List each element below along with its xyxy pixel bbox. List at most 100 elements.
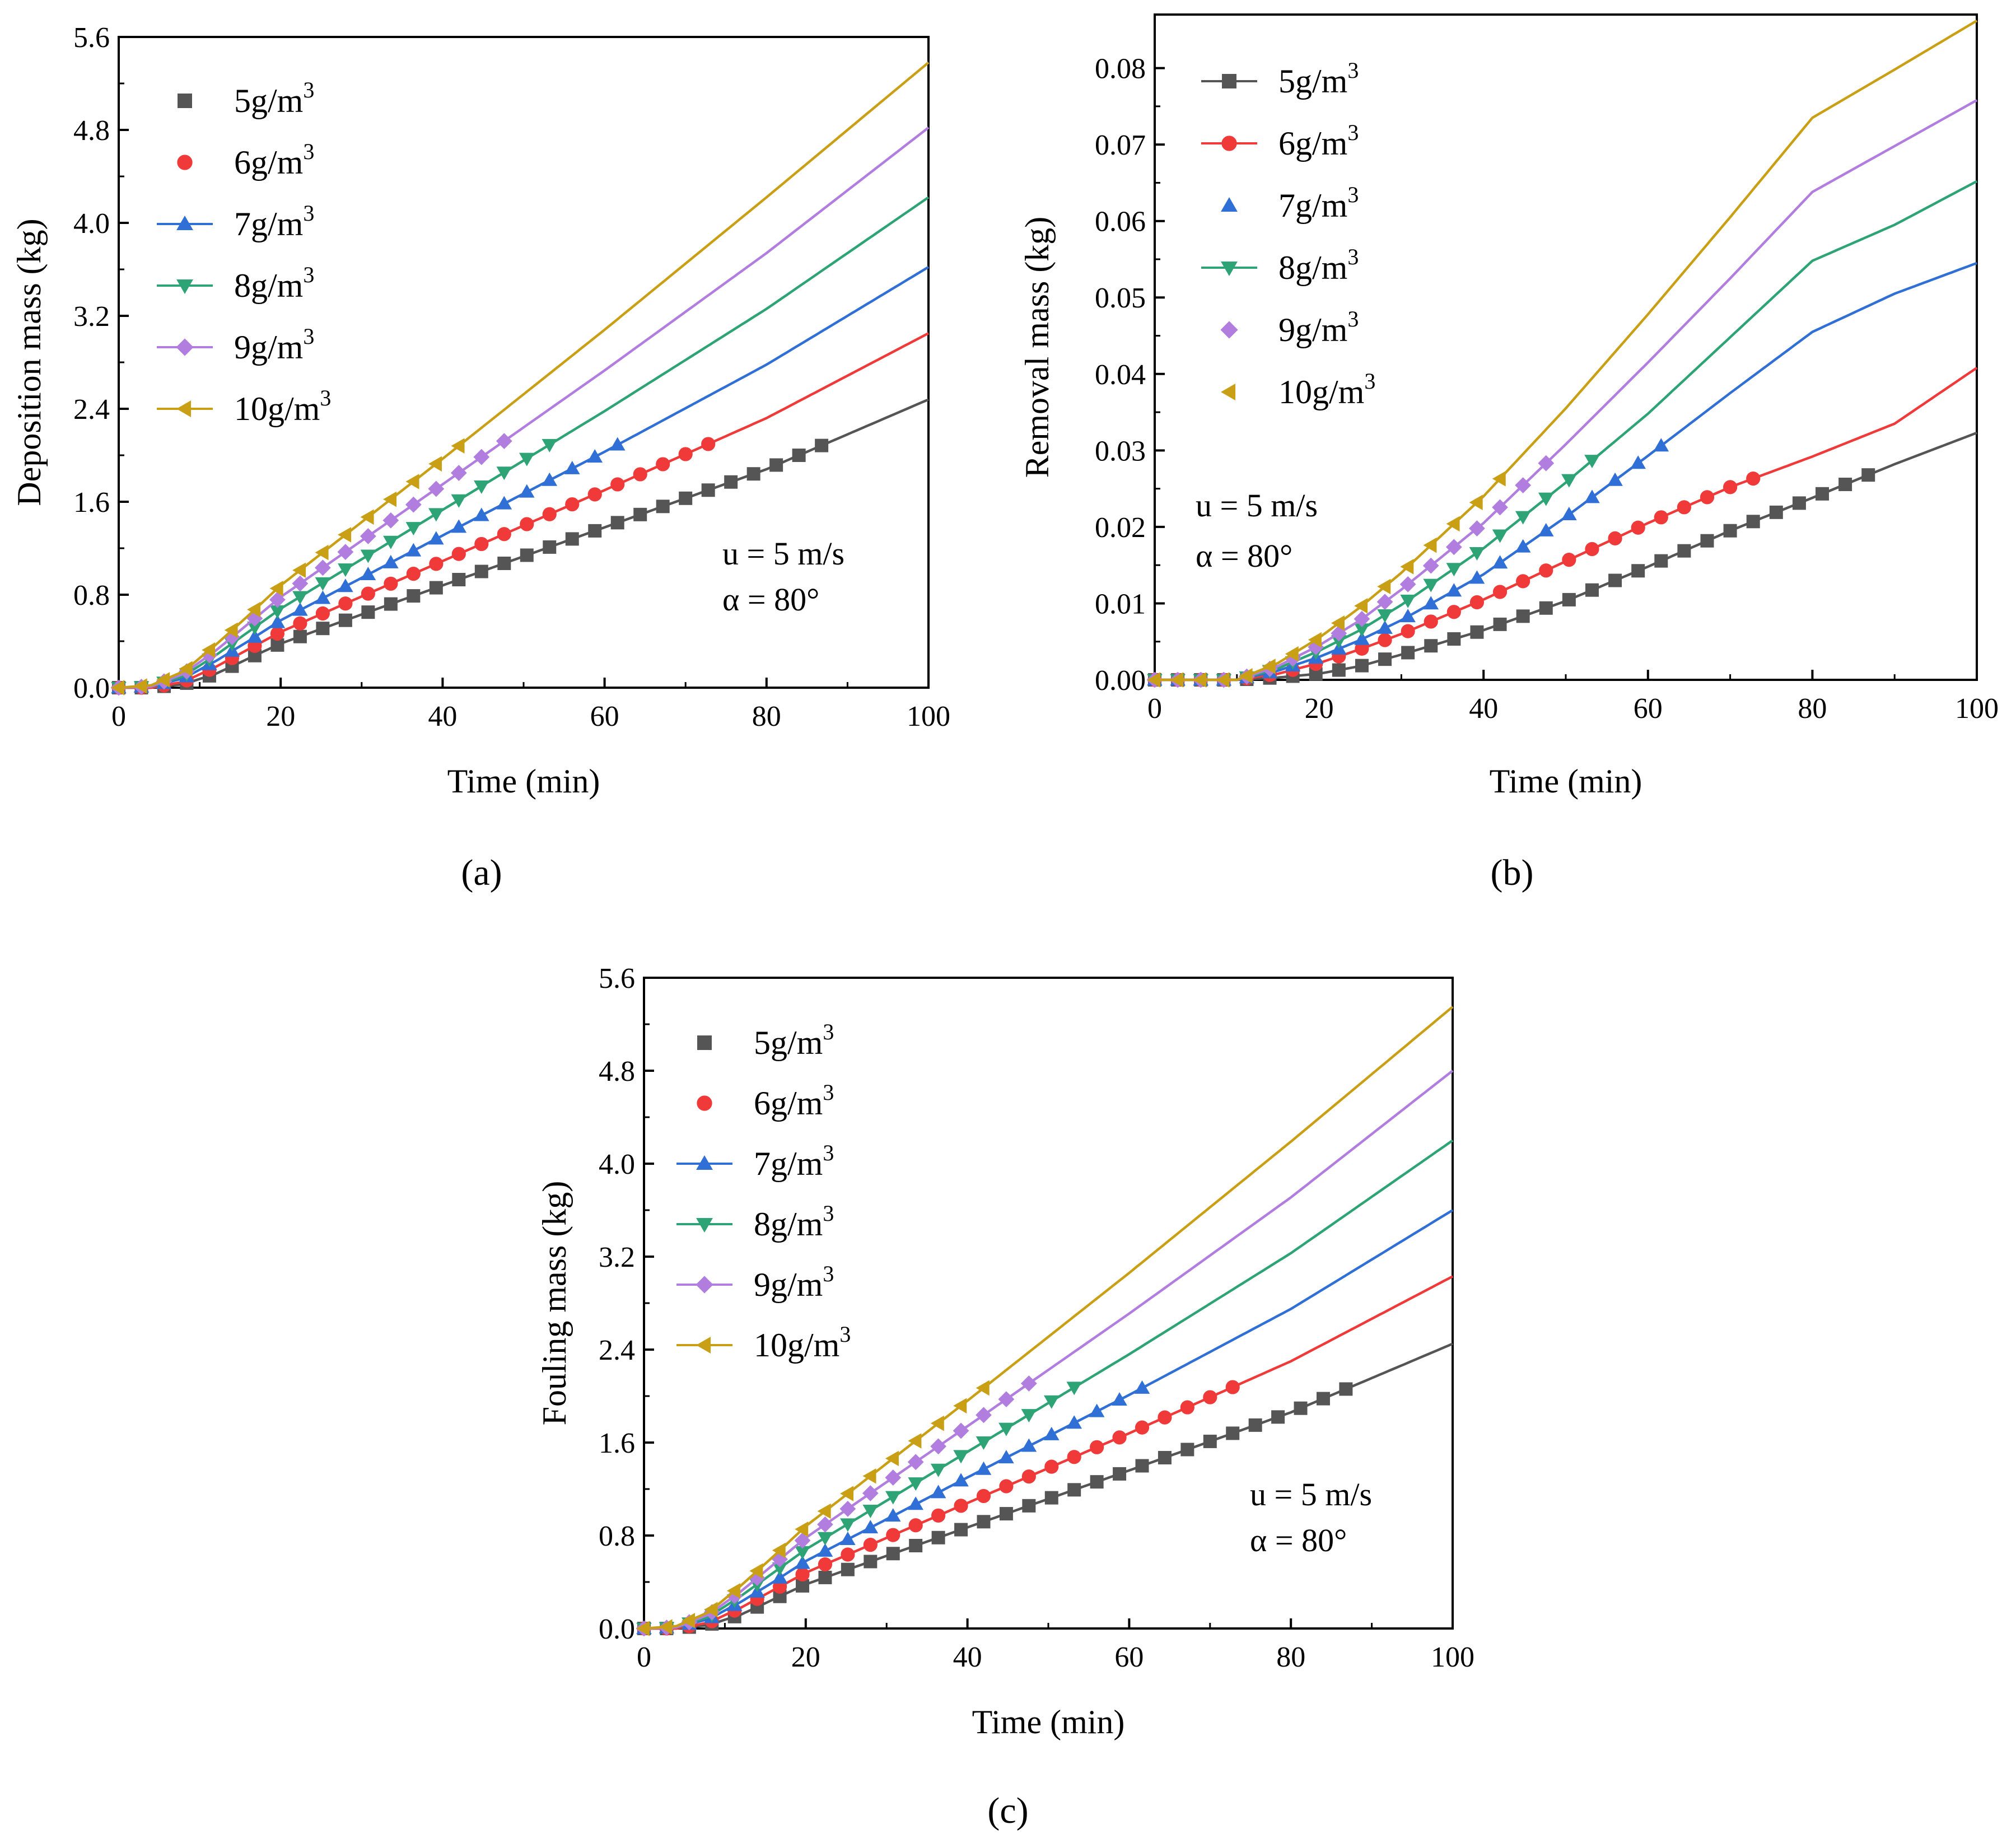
data-point xyxy=(1180,1400,1194,1415)
data-point xyxy=(520,517,534,531)
data-point xyxy=(1170,672,1184,688)
data-point xyxy=(405,496,422,513)
data-point xyxy=(428,531,444,545)
data-point xyxy=(315,590,331,604)
data-point xyxy=(179,661,193,676)
data-point xyxy=(795,1546,810,1560)
legend-label: 6g/m3 xyxy=(754,1080,834,1122)
data-point xyxy=(337,544,354,561)
data-point xyxy=(840,1518,856,1532)
data-point xyxy=(636,1621,650,1636)
data-point xyxy=(1089,1403,1105,1417)
data-point xyxy=(270,626,285,641)
y-tick-label: 0.00 xyxy=(1095,665,1146,697)
data-point xyxy=(451,547,466,561)
legend-marker xyxy=(177,155,193,170)
data-point xyxy=(247,601,261,618)
data-point xyxy=(292,575,309,592)
x-tick-label: 60 xyxy=(1114,1641,1144,1673)
legend-label: 9g/m3 xyxy=(1278,306,1359,348)
data-point xyxy=(609,437,626,451)
data-point xyxy=(1355,659,1369,673)
data-point xyxy=(1515,539,1531,553)
data-point xyxy=(360,549,376,563)
x-tick-label: 60 xyxy=(590,701,619,732)
x-tick-label: 100 xyxy=(1955,693,1999,725)
y-tick-label: 4.8 xyxy=(599,1056,635,1088)
data-point xyxy=(1515,477,1532,493)
data-point xyxy=(886,1547,900,1561)
y-tick-label: 0.05 xyxy=(1095,282,1146,314)
legend: 5g/m3 6g/m3 7g/m3 8g/m3 9g/m3 10g/m3 xyxy=(157,77,331,427)
x-tick-label: 20 xyxy=(266,701,295,732)
data-point xyxy=(679,491,693,505)
axis-ticks: 0 20 40 60 80 100 0.00 0.01 0.02 0.03 0.04 0.05 0.06… xyxy=(1095,53,1999,725)
data-point xyxy=(383,491,397,507)
data-point xyxy=(1225,1380,1240,1394)
axis-ticks: 0 20 40 60 80 100 0.0 0.8 1.6 2.4 3.2 4.0 4.8 5.6 xyxy=(599,963,1474,1673)
data-point xyxy=(998,1391,1015,1408)
data-point xyxy=(1022,1499,1036,1513)
data-point xyxy=(360,509,374,525)
data-point xyxy=(1653,438,1669,452)
data-point xyxy=(908,1496,923,1510)
x-tick-label: 100 xyxy=(1431,1641,1474,1673)
legend-label: 5g/m3 xyxy=(234,77,314,119)
data-point xyxy=(724,475,738,489)
x-tick-label: 0 xyxy=(637,1641,651,1673)
data-point xyxy=(1158,1450,1172,1464)
data-point xyxy=(405,522,422,536)
data-point xyxy=(1294,1401,1308,1415)
data-point xyxy=(1066,1382,1082,1396)
x-tick-label: 80 xyxy=(752,701,781,732)
legend-marker xyxy=(176,279,193,294)
data-point xyxy=(406,567,421,581)
data-point xyxy=(704,1602,718,1617)
data-point xyxy=(772,1562,788,1576)
panel-caption: (b) xyxy=(1491,852,1534,893)
data-point xyxy=(1180,1443,1194,1457)
y-tick-label: 0.8 xyxy=(73,580,110,612)
data-point xyxy=(315,544,329,561)
x-tick-label: 60 xyxy=(1634,693,1663,725)
data-point xyxy=(247,621,263,635)
series-8g-per-m3 xyxy=(1147,180,1978,688)
data-point xyxy=(841,1562,855,1576)
data-point xyxy=(519,484,535,498)
data-point xyxy=(474,507,489,521)
data-point xyxy=(1538,492,1554,506)
data-point xyxy=(1516,574,1530,589)
data-point xyxy=(314,559,331,576)
series-5g-per-m3 xyxy=(637,1342,1453,1635)
data-point xyxy=(1492,499,1508,516)
series-curves xyxy=(636,1006,1454,1637)
y-tick-label: 2.4 xyxy=(73,394,110,426)
data-point xyxy=(1723,524,1737,538)
data-point xyxy=(224,629,240,646)
series-line xyxy=(1155,367,1978,682)
data-point xyxy=(1469,520,1485,536)
data-point xyxy=(908,1477,923,1491)
data-point xyxy=(1021,1469,1036,1484)
data-point xyxy=(497,527,511,542)
data-point xyxy=(111,680,125,696)
data-point xyxy=(795,1555,810,1569)
data-point xyxy=(1469,570,1485,584)
data-point xyxy=(1422,557,1439,574)
legend-entry: 9g/m3 xyxy=(157,324,314,366)
legend-marker xyxy=(696,1276,713,1294)
data-point xyxy=(656,500,670,514)
legend-label: 8g/m3 xyxy=(754,1201,834,1243)
data-point xyxy=(840,1532,856,1546)
angle-annotation: α = 80° xyxy=(1196,538,1292,574)
data-point xyxy=(817,1532,833,1546)
x-tick-label: 0 xyxy=(111,701,126,732)
data-point xyxy=(977,1515,991,1529)
data-point xyxy=(1203,1390,1217,1404)
legend-label: 8g/m3 xyxy=(234,262,314,304)
data-point xyxy=(1584,489,1600,503)
legend-entry: 9g/m3 xyxy=(676,1261,834,1303)
data-point xyxy=(817,1516,833,1533)
legend-entry: 10g/m3 xyxy=(676,1322,851,1364)
data-point xyxy=(931,1508,946,1523)
